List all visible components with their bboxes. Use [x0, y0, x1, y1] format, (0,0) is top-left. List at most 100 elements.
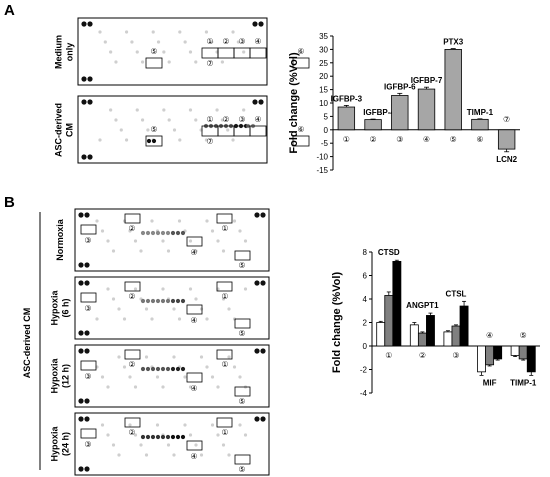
- background-spot: [178, 30, 182, 34]
- background-spot: [98, 30, 102, 34]
- protein-spot: [150, 298, 156, 304]
- panel-a-chart: -15 -10 -5 0 5 10 15 20 25 30 35 Fold change (%Vol)…: [288, 32, 520, 175]
- protein-spot: [170, 298, 176, 304]
- y-tick-label: 0: [324, 126, 329, 135]
- reference-spot: [252, 99, 258, 105]
- marker-number: ⑤: [150, 125, 157, 134]
- y-axis-label: Fold change (%Vol): [331, 272, 343, 374]
- asc-cm-blot: ① ② ③ ④ ⑤ ⑥ ⑦: [77, 95, 310, 164]
- background-spot: [194, 118, 198, 122]
- background-spot: [188, 287, 193, 291]
- background-spot: [188, 239, 193, 243]
- reference-spot: [254, 416, 260, 422]
- background-spot: [243, 239, 248, 243]
- background-spot: [95, 219, 99, 223]
- blot-frame: [74, 344, 270, 408]
- background-spot: [167, 118, 171, 122]
- background-spot: [95, 317, 99, 321]
- background-spot: [130, 40, 134, 44]
- highlight-box: [234, 454, 251, 465]
- highlight-box: [216, 213, 233, 224]
- marker-number: ③: [84, 372, 91, 381]
- background-spot: [106, 239, 110, 243]
- background-spot: [155, 375, 160, 379]
- background-spot: [144, 355, 149, 359]
- background-spot: [210, 229, 215, 233]
- background-spot: [133, 287, 138, 291]
- blot-frame: [77, 17, 268, 86]
- panel-b-letter: B: [4, 194, 15, 211]
- marker-number: ⑤: [238, 465, 245, 474]
- background-spot: [204, 30, 209, 34]
- background-spot: [167, 60, 171, 64]
- protein-spot: [150, 366, 156, 372]
- reference-spot: [81, 99, 87, 105]
- highlight-box: [186, 440, 203, 451]
- highlight-box: [234, 318, 251, 329]
- y-axis-label: Fold change (%Vol): [288, 52, 300, 154]
- reference-spot: [87, 76, 93, 82]
- background-spot: [226, 128, 230, 132]
- highlight-box: [145, 135, 163, 147]
- blot-label: (6 h): [61, 298, 71, 317]
- background-spot: [188, 433, 193, 437]
- category-marker: ⑥: [476, 135, 483, 144]
- y-tick-label: 0: [363, 342, 368, 351]
- background-spot: [231, 138, 235, 142]
- background-spot: [183, 375, 187, 379]
- background-spot: [236, 40, 240, 44]
- protein-spot: [170, 230, 176, 236]
- background-spot: [227, 453, 231, 457]
- background-spot: [232, 219, 237, 223]
- background-spot: [177, 219, 182, 223]
- marker-number: ①: [221, 292, 228, 301]
- reference-spot: [78, 280, 84, 286]
- background-spot: [139, 443, 143, 447]
- background-spot: [150, 219, 154, 223]
- reference-spot: [84, 416, 90, 422]
- bar-label: ANGPT1: [406, 301, 439, 310]
- background-spot: [172, 453, 176, 457]
- blot-label: (12 h): [61, 364, 71, 388]
- background-spot: [220, 60, 224, 64]
- condition-3-blot: ① ② ③ ④ ⑤: [74, 412, 270, 476]
- protein-spot: [180, 434, 186, 440]
- marker-number: ①: [206, 115, 213, 124]
- reference-spot: [254, 348, 260, 354]
- category-marker: ⑤: [450, 135, 457, 144]
- y-tick-label: 10: [319, 99, 328, 108]
- bar: [392, 260, 402, 347]
- marker-number: ⑦: [206, 137, 213, 146]
- y-tick-label: -5: [321, 139, 329, 148]
- y-tick-label: -10: [316, 153, 328, 162]
- background-spot: [166, 249, 171, 253]
- highlight-box: [249, 47, 267, 59]
- y-tick-label: 5: [324, 112, 329, 121]
- bar-label: IGFBP-4: [363, 108, 395, 117]
- background-spot: [210, 423, 215, 427]
- protein-spot: [146, 138, 152, 144]
- panel-a-letter: A: [4, 2, 15, 19]
- background-spot: [100, 229, 105, 233]
- y-tick-label: 15: [319, 86, 328, 95]
- background-spot: [238, 423, 242, 427]
- reference-spot: [81, 154, 87, 160]
- highlight-box: [80, 224, 97, 235]
- background-spot: [133, 385, 138, 389]
- protein-spot: [160, 230, 166, 236]
- protein-spot: [160, 366, 166, 372]
- background-spot: [161, 385, 165, 389]
- background-spot: [183, 423, 187, 427]
- background-spot: [111, 297, 116, 301]
- bar-label: IGFBP-7: [411, 76, 443, 85]
- background-spot: [194, 297, 198, 301]
- background-spot: [188, 385, 193, 389]
- protein-spot: [155, 366, 161, 372]
- background-spot: [166, 443, 171, 447]
- background-spot: [103, 40, 107, 44]
- category-marker: ②: [369, 135, 376, 144]
- bar: [426, 315, 435, 347]
- background-spot: [151, 30, 155, 34]
- protein-spot: [175, 434, 181, 440]
- background-spot: [155, 423, 160, 427]
